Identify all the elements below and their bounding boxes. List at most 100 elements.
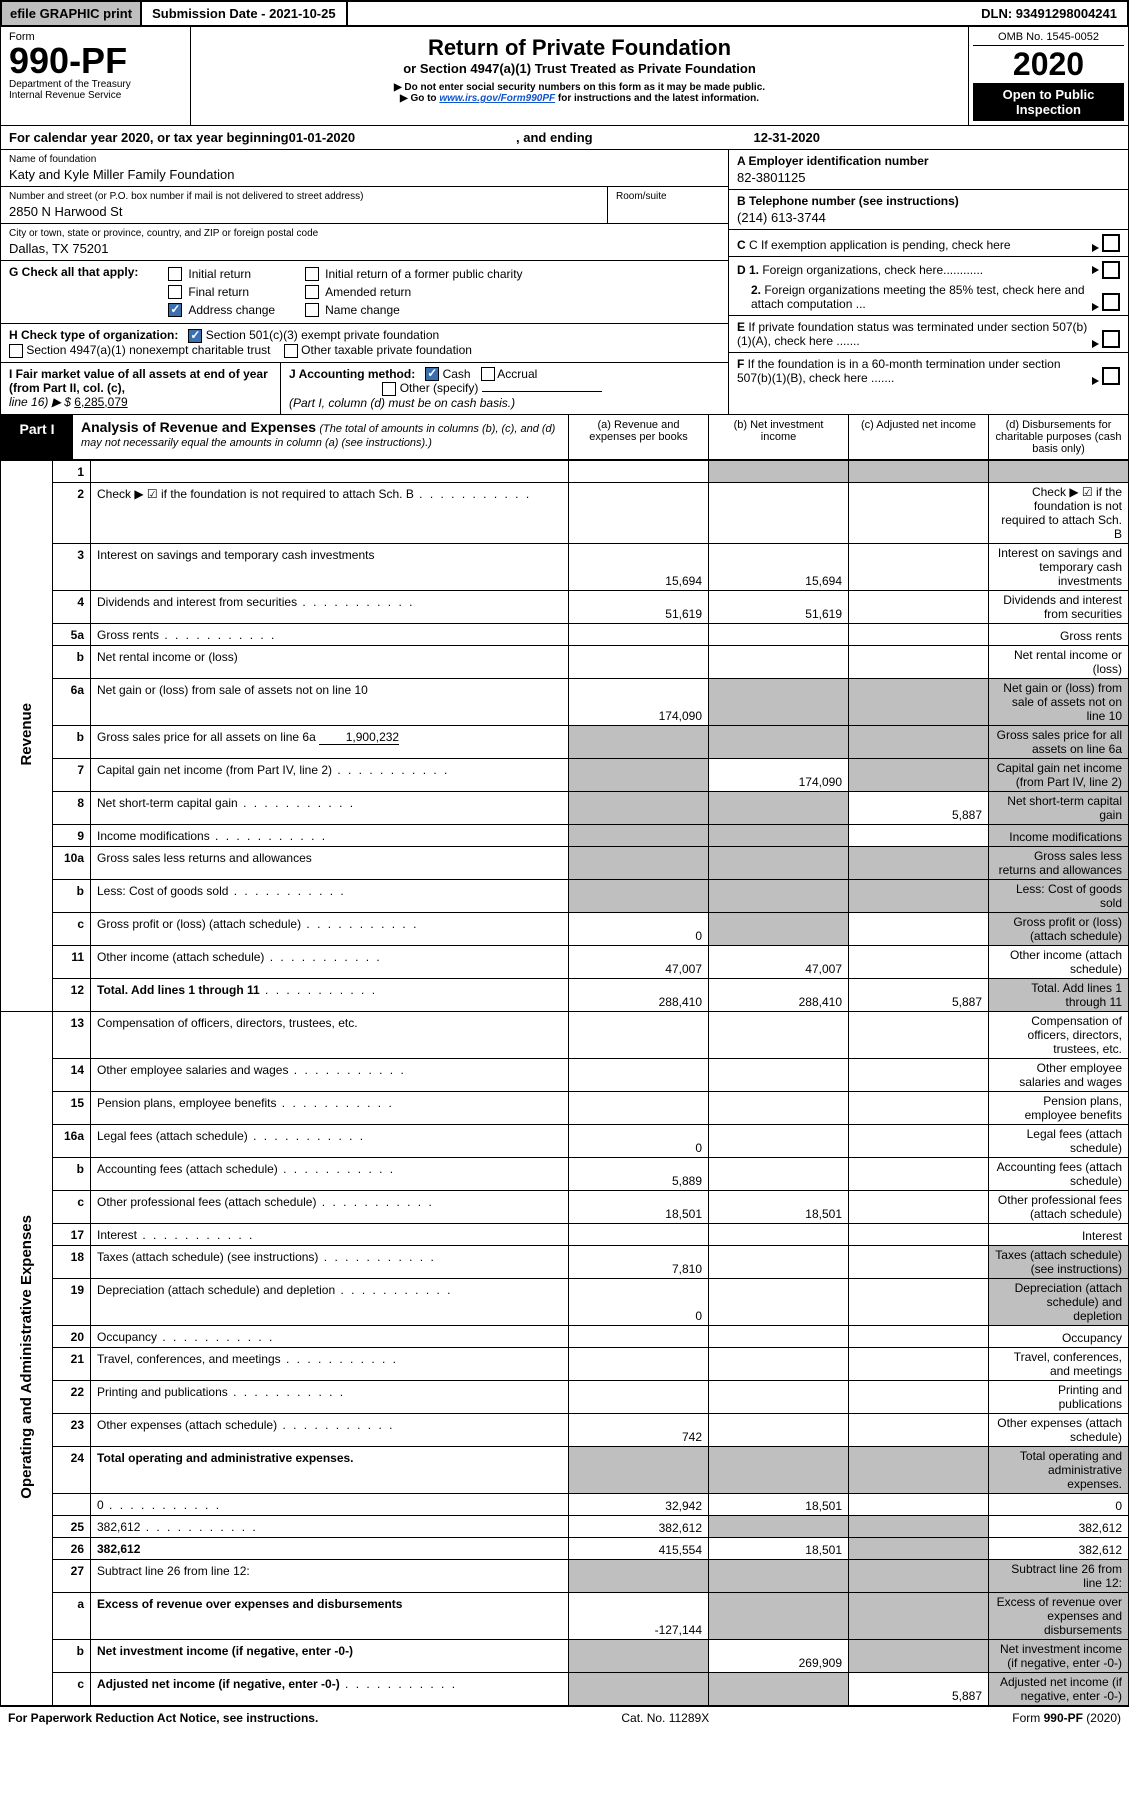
room-label: Room/suite [616,191,720,202]
amount-col-b [709,1012,849,1059]
phone-label: B Telephone number (see instructions) [737,194,1120,208]
amount-col-a: 5,889 [569,1158,709,1191]
line-number: c [53,913,91,946]
amount-col-c [849,825,989,847]
chk-d1[interactable] [1102,261,1120,279]
chk-other-method[interactable] [382,382,396,396]
line-description: Legal fees (attach schedule) [91,1125,569,1158]
chk-e[interactable] [1102,330,1120,348]
section-j: J Accounting method: Cash Accrual Other … [281,363,728,415]
line-number: 26 [53,1538,91,1560]
line-number: 3 [53,544,91,591]
amount-col-d: Subtract line 26 from line 12: [989,1560,1129,1593]
ein-value: 82-3801125 [737,170,1120,185]
line-number: 23 [53,1414,91,1447]
line-description: Taxes (attach schedule) (see instruction… [91,1246,569,1279]
part1-table: Revenue12Check ▶ ☑ if the foundation is … [0,460,1129,1706]
line-number: 13 [53,1012,91,1059]
amount-col-c [849,1414,989,1447]
amount-col-b [709,1348,849,1381]
amount-col-c: 5,887 [849,1673,989,1706]
table-row: 4Dividends and interest from securities5… [1,591,1129,624]
amount-col-d: 382,612 [989,1516,1129,1538]
top-bar: efile GRAPHIC print Submission Date - 20… [0,0,1129,27]
amount-col-b [709,624,849,646]
chk-501c3[interactable] [188,329,202,343]
ssn-warning: ▶ Do not enter social security numbers o… [199,82,960,93]
amount-col-a [569,461,709,483]
amount-col-a: -127,144 [569,1593,709,1640]
chk-f[interactable] [1102,367,1120,385]
amount-col-c [849,1191,989,1224]
line-number: b [53,1640,91,1673]
chk-name-change[interactable] [305,303,319,317]
table-row: 26382,612415,55418,501382,612 [1,1538,1129,1560]
chk-amended[interactable] [305,285,319,299]
amount-col-d: Net investment income (if negative, ente… [989,1640,1129,1673]
amount-col-b [709,726,849,759]
part1-header: Part I Analysis of Revenue and Expenses … [0,415,1129,460]
table-row: 3Interest on savings and temporary cash … [1,544,1129,591]
chk-d2[interactable] [1102,293,1120,311]
col-a-header: (a) Revenue and expenses per books [568,415,708,459]
table-row: 20OccupancyOccupancy [1,1326,1129,1348]
amount-col-b [709,1560,849,1593]
table-row: 2Check ▶ ☑ if the foundation is not requ… [1,483,1129,544]
line-description: Gross rents [91,624,569,646]
amount-col-c [849,461,989,483]
chk-initial-return[interactable] [168,267,182,281]
city-state-zip: Dallas, TX 75201 [9,241,720,256]
amount-col-d: Compensation of officers, directors, tru… [989,1012,1129,1059]
line-number: 4 [53,591,91,624]
line-number [53,1494,91,1516]
line-number: a [53,1593,91,1640]
table-row: bGross sales price for all assets on lin… [1,726,1129,759]
table-row: 6aNet gain or (loss) from sale of assets… [1,679,1129,726]
line-number: 10a [53,847,91,880]
amount-col-b [709,1125,849,1158]
chk-final-return[interactable] [168,285,182,299]
line-number: 5a [53,624,91,646]
table-row: 16aLegal fees (attach schedule)0Legal fe… [1,1125,1129,1158]
amount-col-a: 288,410 [569,979,709,1012]
table-row: 23Other expenses (attach schedule)742Oth… [1,1414,1129,1447]
line-description: Capital gain net income (from Part IV, l… [91,759,569,792]
line-description: Check ▶ ☑ if the foundation is not requi… [91,483,569,544]
amount-col-d: Net gain or (loss) from sale of assets n… [989,679,1129,726]
chk-other-taxable[interactable] [284,344,298,358]
chk-cash[interactable] [425,367,439,381]
amount-col-c [849,1012,989,1059]
amount-col-c [849,1593,989,1640]
chk-c-pending[interactable] [1102,234,1120,252]
amount-col-a: 32,942 [569,1494,709,1516]
amount-col-d: Gross sales price for all assets on line… [989,726,1129,759]
chk-initial-former[interactable] [305,267,319,281]
line-description: Gross sales price for all assets on line… [91,726,569,759]
amount-col-c [849,1092,989,1125]
chk-address-change[interactable] [168,303,182,317]
ty-begin: 01-01-2020 [289,130,356,145]
amount-col-c [849,946,989,979]
table-row: bLess: Cost of goods soldLess: Cost of g… [1,880,1129,913]
line-number: c [53,1191,91,1224]
amount-col-c [849,1059,989,1092]
line-description: Other expenses (attach schedule) [91,1414,569,1447]
amount-col-d: Net rental income or (loss) [989,646,1129,679]
line-description: Net short-term capital gain [91,792,569,825]
table-row: 15Pension plans, employee benefitsPensio… [1,1092,1129,1125]
chk-accrual[interactable] [481,367,495,381]
line-number: c [53,1673,91,1706]
section-h: H Check type of organization: Section 50… [1,324,728,363]
table-row: 14Other employee salaries and wagesOther… [1,1059,1129,1092]
line-description: Accounting fees (attach schedule) [91,1158,569,1191]
line-description: 382,612 [91,1516,569,1538]
line-number: 12 [53,979,91,1012]
line-description: Total. Add lines 1 through 11 [91,979,569,1012]
amount-col-d: Other employee salaries and wages [989,1059,1129,1092]
form-title: Return of Private Foundation [199,35,960,61]
amount-col-c [849,1447,989,1494]
chk-4947a1[interactable] [9,344,23,358]
table-row: 24Total operating and administrative exp… [1,1447,1129,1494]
form990pf-link[interactable]: www.irs.gov/Form990PF [439,93,555,104]
amount-col-c [849,646,989,679]
